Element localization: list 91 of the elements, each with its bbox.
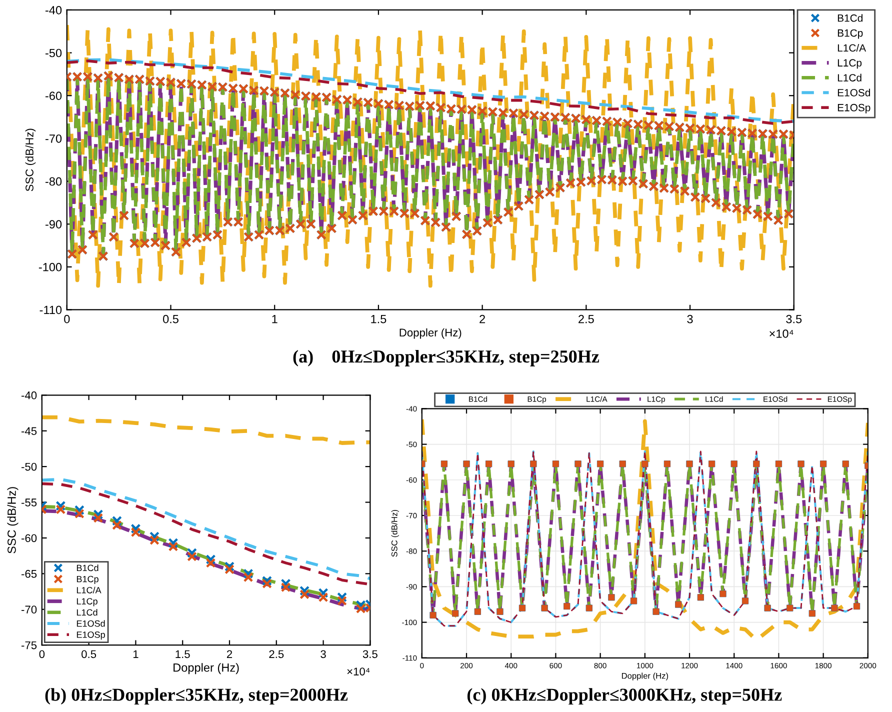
x-tick-label: 0 — [64, 314, 70, 324]
point — [337, 596, 347, 606]
y-axis-title: SSC (dB/Hz) — [7, 487, 18, 554]
y-tick-label: -50 — [22, 462, 37, 471]
legend-label: E1OSp — [838, 104, 870, 114]
x-tick-label: 3 — [687, 314, 693, 324]
legend-label: B1Cp — [76, 576, 98, 584]
y-axis-title: SSC (dB/Hz) — [391, 510, 399, 557]
x-tick-label: 2.5 — [269, 650, 284, 658]
y-tick-label: -70 — [22, 606, 37, 614]
legend-label: E1OSd — [76, 620, 105, 627]
point — [300, 586, 310, 596]
point — [112, 516, 122, 526]
legend-label: L1Cd — [838, 74, 862, 82]
point — [243, 572, 254, 582]
legend-label: L1Cp — [838, 59, 862, 69]
point — [187, 552, 197, 562]
line-series — [66, 23, 794, 288]
y-tick-label: -110 — [40, 306, 62, 314]
y-tick-label: -40 — [22, 391, 37, 400]
x-tick-label: 1.5 — [371, 315, 386, 324]
x-axis-title: Doppler (Hz) — [174, 663, 239, 674]
x-tick-label: 1 — [272, 315, 278, 324]
legend-label: L1C/A — [838, 44, 866, 52]
x-axis-title: Doppler (Hz) — [622, 672, 668, 680]
text: ×10⁴ — [347, 668, 370, 676]
point — [74, 505, 84, 516]
legend-label: B1Cd — [838, 14, 862, 22]
point — [224, 562, 235, 572]
y-tick-label: -80 — [46, 177, 62, 186]
text: ×10⁴ — [770, 329, 794, 338]
point — [130, 524, 141, 534]
point — [112, 520, 122, 530]
point — [262, 576, 272, 586]
point — [168, 538, 178, 548]
point — [280, 582, 291, 592]
x-tick-label: 1.5 — [176, 650, 190, 658]
legend-label: B1Cd — [76, 564, 98, 572]
point — [300, 589, 310, 600]
y-tick-label: -50 — [46, 48, 62, 58]
point — [318, 588, 328, 598]
y-tick-label: -45 — [22, 427, 37, 435]
text: (a) 0Hz≤Doppler≤35KHz, step=250Hz — [293, 350, 600, 366]
point — [93, 509, 104, 520]
y-tick-label: -40 — [46, 6, 62, 14]
legend-label: E1OSd — [838, 88, 870, 96]
point — [337, 592, 348, 602]
y-tick-label: -100 — [38, 262, 62, 272]
x-tick-label: 3.5 — [362, 650, 378, 658]
point — [74, 508, 84, 519]
legend-label: L1Cp — [76, 598, 98, 606]
point — [280, 578, 291, 589]
y-tick-label: -60 — [46, 92, 62, 100]
point — [56, 500, 66, 511]
point — [262, 578, 272, 589]
text: (b) 0Hz≤Doppler≤35KHz, step=2000Hz — [45, 688, 348, 705]
x-tick-label: 1 — [133, 650, 138, 658]
point — [130, 527, 141, 538]
point — [56, 504, 66, 514]
y-tick-label: -65 — [22, 570, 37, 578]
legend-label: L1Cd — [76, 608, 98, 616]
x-tick-label: 0.5 — [163, 314, 178, 324]
y-tick-label: -70 — [46, 134, 62, 143]
x-tick-label: 3 — [320, 650, 326, 658]
point — [206, 558, 216, 568]
point — [150, 535, 160, 546]
point — [93, 513, 104, 523]
point — [168, 542, 178, 552]
legend-label: B1Cp — [838, 29, 863, 39]
point — [243, 568, 254, 579]
x-tick-label: 3.5 — [786, 314, 802, 324]
x-tick-label: 2 — [226, 650, 232, 658]
point — [318, 592, 328, 602]
text: (c) 0KHz≤Doppler≤3000KHz, step=50Hz — [467, 688, 782, 705]
line-series — [42, 415, 370, 445]
y-tick-label: -90 — [46, 220, 62, 228]
y-tick-label: -55 — [22, 498, 37, 506]
point — [206, 554, 216, 564]
point — [224, 564, 234, 574]
point — [186, 548, 197, 558]
x-tick-label: 0 — [39, 650, 45, 658]
y-axis-title: SSC (dB/Hz) — [25, 128, 36, 192]
legend-label: E1OSp — [76, 631, 105, 640]
y-tick-label: -75 — [22, 641, 37, 650]
legend-label: L1C/A — [76, 586, 102, 594]
x-axis-title: Doppler (Hz) — [400, 328, 462, 339]
x-tick-label: 0.5 — [82, 650, 96, 658]
point — [149, 532, 160, 542]
x-tick-label: 2 — [480, 314, 486, 324]
x-tick-label: 2.5 — [578, 314, 594, 324]
y-tick-label: -60 — [22, 534, 37, 542]
